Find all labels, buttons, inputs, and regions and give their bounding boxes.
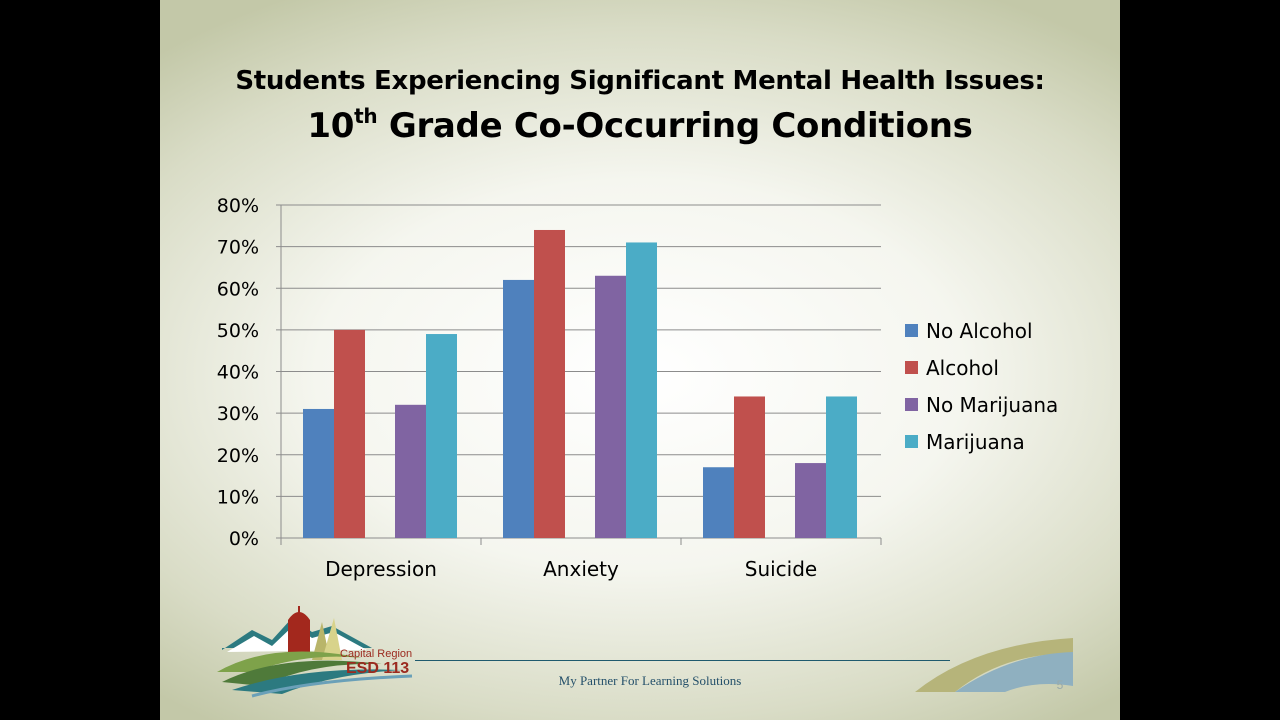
title-grade-rest: Grade Co-Occurring Conditions (377, 106, 973, 146)
title-grade-number: 10 (307, 106, 355, 146)
y-tick-label: 0% (229, 528, 259, 550)
y-tick-label: 10% (217, 486, 259, 508)
slide-number: 5 (1056, 678, 1064, 692)
logo-text-capital-region: Capital Region (340, 648, 413, 660)
bar-marijuana (626, 242, 657, 538)
slide: Students Experiencing Significant Mental… (160, 0, 1120, 720)
footer-tagline: My Partner For Learning Solutions (558, 673, 742, 688)
y-tick-label: 60% (217, 278, 259, 300)
bar-no-alcohol (503, 279, 534, 538)
legend-label: Alcohol (926, 356, 999, 380)
bar-no-marijuana (595, 275, 626, 538)
bar-marijuana (826, 396, 857, 538)
bar-alcohol (734, 396, 765, 538)
y-tick-label: 80% (217, 195, 259, 217)
bar-alcohol (534, 229, 565, 538)
legend-swatch (905, 398, 918, 411)
bar-alcohol (334, 329, 365, 538)
slide-title-line2: 10th Grade Co-Occurring Conditions (160, 106, 1120, 146)
footer-rule (415, 660, 950, 661)
y-tick-label: 70% (217, 237, 259, 259)
x-tick-label: Depression (325, 557, 437, 581)
logo-text-esd: ESD 113 (346, 660, 410, 677)
x-tick-label: Suicide (745, 557, 817, 581)
x-tick-label: Anxiety (543, 557, 619, 581)
title-grade-suffix: th (354, 104, 378, 128)
legend-swatch (905, 361, 918, 374)
bar-no-alcohol (303, 408, 334, 538)
slide-title-line1: Students Experiencing Significant Mental… (235, 66, 1045, 96)
y-tick-label: 20% (217, 445, 259, 467)
bar-no-alcohol (703, 467, 734, 538)
y-tick-label: 50% (217, 320, 259, 342)
legend-label: No Marijuana (926, 393, 1058, 417)
bar-chart: 0% 10% 20% 30% 40% 50% 60% 70% 80% Depression Anxi… (217, 195, 1059, 581)
capital-region-esd-logo-icon (217, 606, 413, 698)
y-tick-label: 30% (217, 403, 259, 425)
bar-no-marijuana (395, 404, 426, 538)
footer-swoosh-icon (915, 638, 1073, 692)
legend-swatch (905, 435, 918, 448)
bar-marijuana (426, 334, 457, 538)
legend-label: Marijuana (926, 430, 1025, 454)
y-tick-label: 40% (217, 362, 259, 384)
legend-swatch (905, 324, 918, 337)
bar-no-marijuana (795, 463, 826, 538)
legend-label: No Alcohol (926, 319, 1033, 343)
